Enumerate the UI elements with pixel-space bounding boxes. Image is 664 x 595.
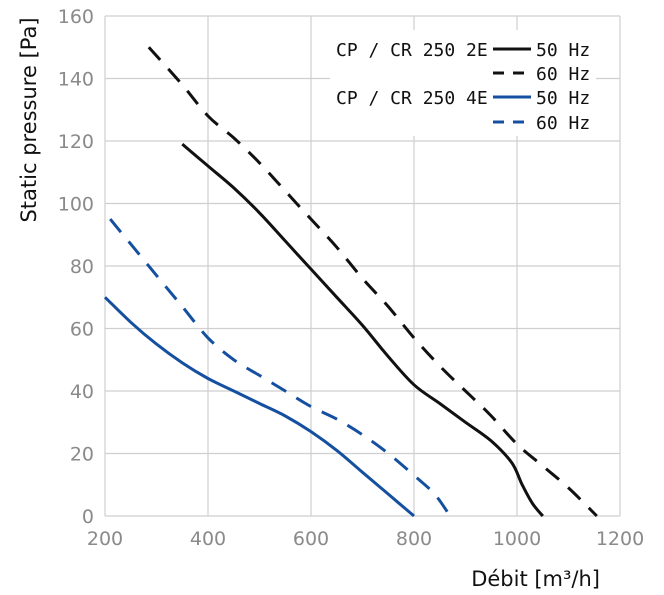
y-tick-label-120: 120 (58, 131, 94, 153)
legend: CP / CR 250 2E 50 Hz 60 Hz CP / CR 250 4… (330, 30, 596, 136)
legend-group-label-1: CP / CR 250 2E (336, 40, 488, 61)
x-tick-label-600: 600 (293, 528, 329, 550)
series-line-cp-cr-250-2e-50hz (181, 142, 544, 517)
legend-entry-4e-50hz: 50 Hz (536, 88, 590, 109)
x-tick-labels: 200 400 600 800 1000 1200 (87, 528, 644, 550)
y-tick-label-160: 160 (58, 6, 94, 28)
series-line-cp-cr-250-2e-60hz (147, 46, 598, 518)
legend-entry-2e-60hz: 60 Hz (536, 64, 590, 85)
x-tick-label-1200: 1200 (596, 528, 644, 550)
legend-entry-4e-60hz: 60 Hz (536, 113, 590, 134)
y-tick-label-0: 0 (82, 506, 94, 528)
x-tick-label-800: 800 (396, 528, 432, 550)
y-tick-labels: 0 20 40 60 80 100 120 140 160 (58, 6, 94, 528)
x-tick-label-400: 400 (190, 528, 226, 550)
y-tick-label-40: 40 (70, 381, 94, 403)
y-tick-label-80: 80 (70, 256, 94, 278)
series-line-cp-cr-250-4e-60hz (109, 218, 452, 517)
x-axis-title: Débit [m³/h] (471, 567, 600, 591)
x-tick-label-200: 200 (87, 528, 123, 550)
series-lines (103, 46, 598, 518)
y-tick-label-60: 60 (70, 319, 94, 341)
x-tick-label-1000: 1000 (493, 528, 541, 550)
y-tick-label-20: 20 (70, 444, 94, 466)
legend-group-label-2: CP / CR 250 4E (336, 88, 488, 109)
legend-background (330, 30, 596, 136)
y-axis-title: Static pressure [Pa] (17, 17, 41, 222)
series-line-cp-cr-250-4e-50hz (103, 296, 415, 518)
legend-entry-2e-50hz: 50 Hz (536, 40, 590, 61)
y-tick-label-140: 140 (58, 69, 94, 91)
y-tick-label-100: 100 (58, 194, 94, 216)
